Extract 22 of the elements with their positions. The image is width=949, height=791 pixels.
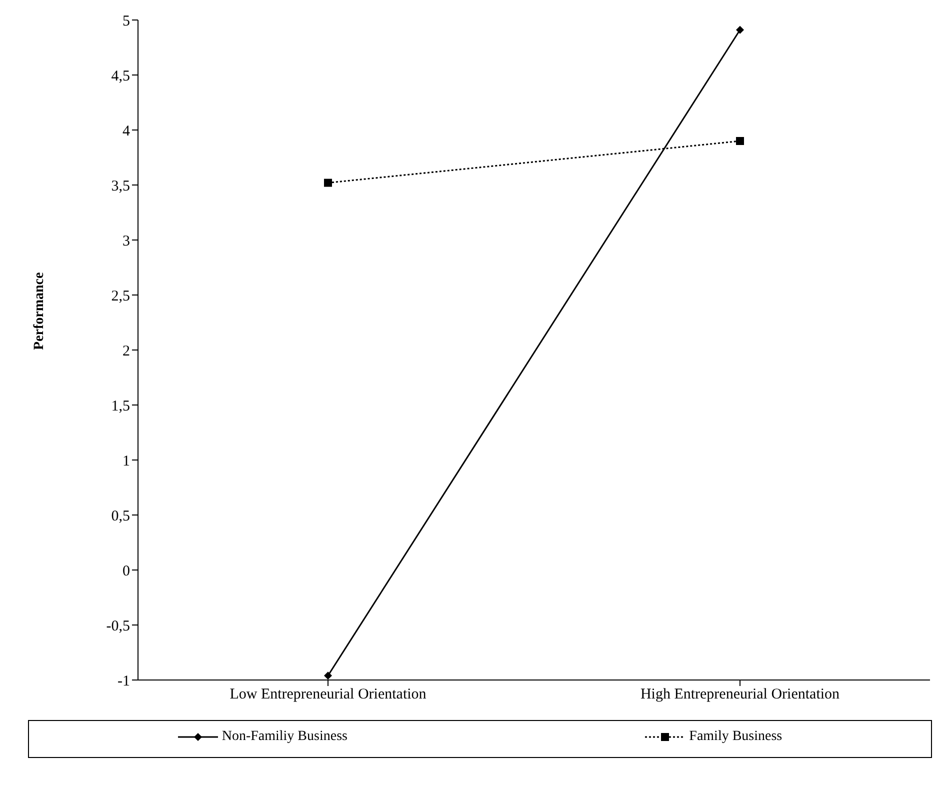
y-tick-label: 1 bbox=[122, 453, 130, 470]
y-tick-label: -1 bbox=[118, 673, 130, 690]
y-axis-title: Performance bbox=[32, 272, 47, 350]
y-tick-label: 3,5 bbox=[111, 178, 130, 194]
point bbox=[324, 178, 332, 187]
y-tick-label: 4,5 bbox=[111, 68, 130, 84]
x-tick-label: High Entrepreneurial Orientation bbox=[640, 686, 840, 703]
legend-label: Family Business bbox=[688, 729, 782, 745]
y-tick-label: 3 bbox=[122, 233, 130, 250]
y-tick-label: 1,5 bbox=[111, 398, 130, 414]
y-tick-label: 2 bbox=[122, 343, 130, 360]
point bbox=[324, 672, 332, 680]
y-tick-label: 5 bbox=[122, 13, 130, 30]
y-tick-label: 0,5 bbox=[111, 508, 130, 524]
legend-label: Non-Familiy Business bbox=[220, 729, 348, 745]
point bbox=[736, 26, 744, 34]
x-tick-label: Low Entrepreneurial Orientation bbox=[230, 686, 427, 703]
y-tick-label: 4 bbox=[122, 123, 130, 140]
point bbox=[736, 137, 744, 145]
y-tick-label: -0,5 bbox=[106, 618, 130, 634]
y-tick-label: 0 bbox=[122, 563, 130, 580]
y-tick-label: 2,5 bbox=[111, 288, 130, 304]
